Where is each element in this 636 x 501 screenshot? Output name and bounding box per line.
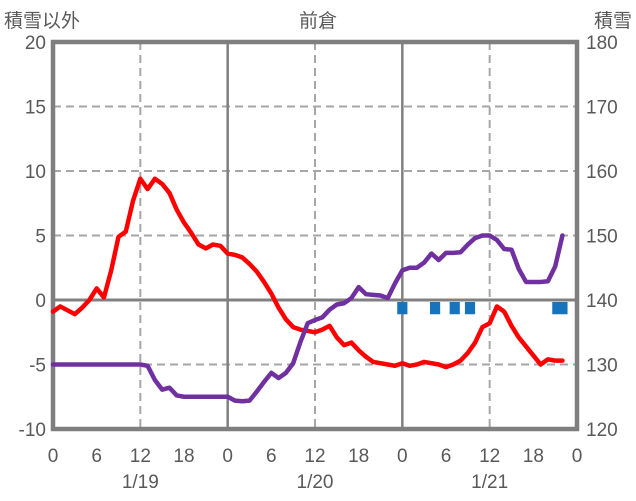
right-axis-title: 積雪 bbox=[593, 11, 632, 32]
right-axis-tick-label: 180 bbox=[586, 33, 618, 54]
x-axis-hour-label: 12 bbox=[304, 446, 325, 467]
x-axis-hour-label: 6 bbox=[91, 446, 102, 467]
right-axis-tick-label: 170 bbox=[586, 98, 618, 119]
chart-title: 前倉 bbox=[298, 11, 337, 32]
x-axis-hour-label: 6 bbox=[266, 446, 277, 467]
left-axis-tick-label: 10 bbox=[25, 162, 46, 183]
x-axis-hour-label: 18 bbox=[173, 446, 194, 467]
left-axis-tick-label: -5 bbox=[29, 356, 46, 377]
left-axis-tick-label: 20 bbox=[25, 33, 46, 54]
purple-line-series bbox=[50, 233, 565, 404]
x-axis-hour-label: 12 bbox=[479, 446, 500, 467]
event-marker bbox=[449, 302, 460, 315]
x-axis-hour-label: 6 bbox=[441, 446, 452, 467]
left-axis-tick-label: 0 bbox=[35, 291, 46, 312]
left-axis-tick-label: 5 bbox=[35, 227, 46, 248]
left-axis-tick-label: -10 bbox=[19, 420, 46, 441]
right-axis-tick-label: 130 bbox=[586, 356, 618, 377]
x-axis-hour-label: 0 bbox=[48, 446, 59, 467]
left-axis-title: 積雪以外 bbox=[4, 11, 81, 32]
x-axis-hour-label: 12 bbox=[130, 446, 151, 467]
x-axis-date-label: 1/19 bbox=[122, 472, 159, 493]
x-axis-hour-label: 0 bbox=[572, 446, 583, 467]
event-marker bbox=[552, 302, 568, 315]
left-axis-tick-label: 15 bbox=[25, 98, 46, 119]
event-marker bbox=[397, 302, 408, 315]
right-axis-tick-label: 150 bbox=[586, 227, 618, 248]
x-axis-date-label: 1/20 bbox=[297, 472, 334, 493]
right-axis-tick-label: 160 bbox=[586, 162, 618, 183]
right-axis-tick-label: 140 bbox=[586, 291, 618, 312]
plot-border bbox=[50, 39, 580, 432]
event-marker bbox=[464, 302, 476, 315]
right-axis-tick-label: 120 bbox=[586, 420, 618, 441]
red-line-series bbox=[50, 176, 565, 370]
x-axis-hour-label: 0 bbox=[397, 446, 408, 467]
x-axis-hour-label: 18 bbox=[523, 446, 544, 467]
x-axis-date-label: 1/21 bbox=[471, 472, 508, 493]
x-axis-hour-label: 0 bbox=[222, 446, 233, 467]
x-axis-hour-label: 18 bbox=[348, 446, 369, 467]
event-marker bbox=[429, 302, 441, 315]
